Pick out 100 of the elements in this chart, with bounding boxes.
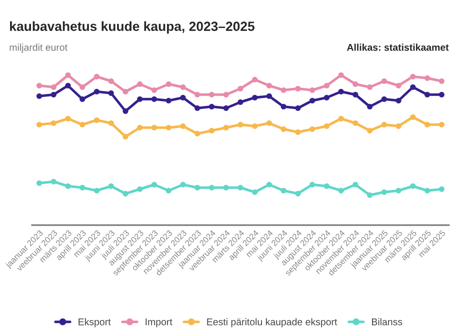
point: [424, 75, 430, 81]
point: [36, 122, 42, 128]
point: [50, 120, 56, 126]
point: [381, 189, 387, 195]
point: [396, 188, 402, 194]
point: [194, 105, 200, 111]
point: [122, 108, 128, 114]
point: [338, 116, 344, 122]
point: [238, 86, 244, 92]
point: [80, 122, 86, 128]
point: [324, 82, 330, 88]
point: [194, 184, 200, 190]
point: [252, 123, 258, 129]
point: [94, 188, 100, 194]
point: [295, 190, 301, 196]
point: [166, 98, 172, 104]
point: [367, 84, 373, 90]
point: [108, 78, 114, 84]
point: [410, 74, 416, 80]
point: [151, 96, 157, 102]
point: [122, 88, 128, 94]
point: [266, 93, 272, 99]
point: [295, 129, 301, 135]
point: [50, 92, 56, 98]
point: [410, 84, 416, 90]
point: [396, 82, 402, 88]
point: [238, 184, 244, 190]
point: [410, 114, 416, 120]
point: [180, 94, 186, 100]
point: [324, 123, 330, 129]
point: [223, 184, 229, 190]
point: [137, 186, 143, 192]
point: [424, 122, 430, 128]
point: [223, 124, 229, 130]
point: [208, 104, 214, 110]
point: [324, 94, 330, 100]
point: [280, 87, 286, 93]
point: [223, 92, 229, 98]
point: [310, 98, 316, 104]
point: [310, 126, 316, 132]
point: [94, 74, 100, 80]
point: [137, 81, 143, 87]
point: [180, 84, 186, 90]
point: [36, 82, 42, 88]
point: [36, 180, 42, 186]
point: [352, 120, 358, 126]
point: [122, 134, 128, 140]
point: [295, 86, 301, 92]
point: [80, 84, 86, 90]
point: [367, 128, 373, 134]
point: [338, 88, 344, 94]
point: [238, 122, 244, 128]
point: [352, 182, 358, 188]
point: [367, 192, 373, 198]
legend-label: Eksport: [78, 318, 111, 328]
point: [252, 94, 258, 100]
point: [80, 96, 86, 102]
point: [151, 124, 157, 130]
legend-label: Bilanss: [372, 318, 402, 326]
point: [208, 184, 214, 190]
point: [180, 182, 186, 188]
point: [137, 124, 143, 130]
point: [438, 186, 444, 192]
point: [208, 128, 214, 134]
point: [367, 104, 373, 110]
point: [381, 96, 387, 102]
point: [438, 92, 444, 98]
point: [80, 184, 86, 190]
point: [266, 120, 272, 126]
point: [65, 72, 71, 78]
point: [50, 84, 56, 90]
point: [208, 92, 214, 98]
point: [266, 182, 272, 188]
point: [65, 116, 71, 122]
point: [396, 98, 402, 104]
point: [166, 188, 172, 194]
point: [438, 78, 444, 84]
point: [280, 104, 286, 110]
point: [194, 92, 200, 98]
text: Allikas: statistikaamet: [346, 44, 449, 51]
point: [352, 92, 358, 98]
point: [252, 189, 258, 195]
point: [280, 126, 286, 132]
point: [122, 190, 128, 196]
legend-label: Import: [146, 318, 172, 328]
point: [166, 124, 172, 130]
point: [438, 122, 444, 128]
point: [94, 117, 100, 123]
point: [352, 81, 358, 87]
point: [36, 93, 42, 99]
point: [295, 105, 301, 111]
point: [137, 96, 143, 102]
point: [424, 188, 430, 194]
point: [266, 82, 272, 88]
point: [310, 87, 316, 93]
point: [424, 92, 430, 98]
point: [151, 182, 157, 188]
y-axis-title: miljardit eurot: [10, 44, 68, 53]
point: [238, 99, 244, 105]
point: [252, 76, 258, 82]
